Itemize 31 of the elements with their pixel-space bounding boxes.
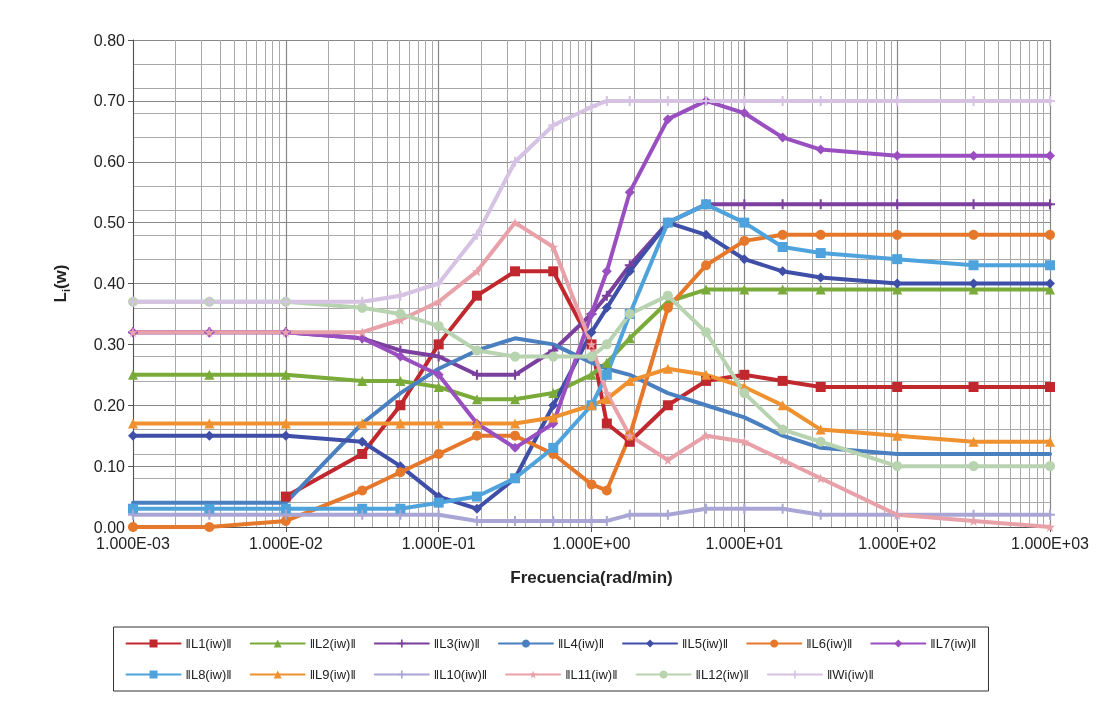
x-tick-label: 1.000E+03 — [1011, 534, 1090, 552]
legend-label: ‖L6(iw)‖ — [806, 636, 853, 651]
y-tick-label: 0.50 — [93, 214, 126, 232]
legend-label: ‖L3(iw)‖ — [433, 636, 480, 651]
x-tick-label: 1.000E+02 — [858, 534, 937, 552]
y-tick-label: 0.70 — [93, 92, 126, 110]
y-axis-title: Li(w) — [51, 264, 72, 303]
legend-label: ‖L1(iw)‖ — [185, 636, 232, 651]
x-tick-label: 1.000E+00 — [552, 534, 631, 552]
y-tick-label: 0.40 — [93, 275, 126, 292]
x-tick-label: 1.000E-03 — [96, 534, 171, 552]
legend-label: ‖L4(iw)‖ — [557, 636, 605, 651]
legend-label: ‖Wi(iw)‖ — [826, 667, 874, 682]
y-tick-label: 0.10 — [93, 457, 126, 475]
y-tick-label: 0.80 — [93, 31, 126, 49]
legend-label: ‖L2(iw)‖ — [309, 636, 356, 651]
y-tick-label: 0.30 — [93, 335, 126, 353]
legend-label: ‖L9(iw)‖ — [309, 667, 356, 682]
legend-label: ‖L5(iw)‖ — [682, 636, 729, 651]
legend-label: ‖L10(iw)‖ — [433, 667, 488, 682]
y-tick-label: 0.20 — [93, 396, 126, 414]
x-tick-label: 1.000E-02 — [248, 534, 323, 552]
x-axis-title: Frecuencia(rad/min) — [510, 568, 673, 587]
legend-label: ‖L12(iw)‖ — [695, 667, 749, 682]
y-tick-label: 0.60 — [93, 153, 126, 171]
y-tick-label: 0.00 — [93, 518, 126, 536]
legend-label: ‖L11(iw)‖ — [565, 667, 618, 682]
x-tick-label: 1.000E+01 — [705, 534, 784, 552]
legend-label: ‖L8(iw)‖ — [185, 667, 232, 682]
legend-label: ‖L7(iw)‖ — [930, 636, 977, 651]
x-tick-label: 1.000E-01 — [401, 534, 476, 552]
